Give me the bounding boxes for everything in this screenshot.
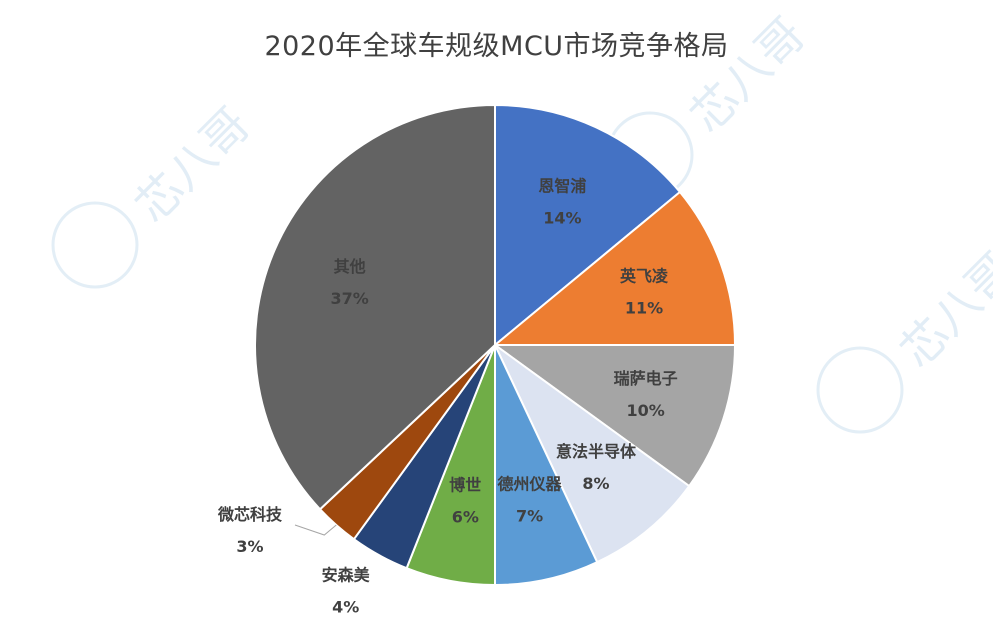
slice-percent-label: 6% bbox=[452, 508, 479, 527]
watermark-logo-icon bbox=[51, 201, 139, 289]
slice-percent-label: 4% bbox=[332, 597, 359, 616]
slice-percent-label: 3% bbox=[236, 537, 263, 556]
pie-slice-0 bbox=[494, 103, 682, 348]
leader-lines bbox=[294, 524, 337, 536]
slice-percent-label: 37% bbox=[330, 289, 368, 308]
slice-labels: 恩智浦 14% 英飞凌 11% 瑞萨电子 10% 意法半导体 8% 德州仪器 7% 博世 6% 安森美 4… bbox=[217, 177, 678, 617]
pie-slice-1 bbox=[492, 190, 737, 346]
pie-slice-8 bbox=[254, 103, 496, 511]
slice-percent-label: 14% bbox=[543, 209, 581, 228]
pie-slices bbox=[254, 103, 737, 587]
leader-line bbox=[294, 524, 337, 536]
slice-name-label: 德州仪器 bbox=[498, 475, 563, 494]
slice-percent-label: 11% bbox=[625, 298, 663, 317]
pie-slice-2 bbox=[491, 344, 737, 488]
slice-percent-label: 8% bbox=[582, 474, 609, 493]
slice-name-label: 微芯科技 bbox=[217, 505, 283, 524]
pie-slice-4 bbox=[494, 344, 599, 587]
slice-name-label: 意法半导体 bbox=[556, 442, 637, 461]
slice-percent-label: 10% bbox=[626, 401, 664, 420]
watermark-text: 芯八哥 bbox=[680, 7, 816, 143]
watermark-text: 芯八哥 bbox=[125, 97, 261, 233]
pie-slice-3 bbox=[494, 344, 691, 564]
slice-name-label: 英飞凌 bbox=[619, 266, 669, 285]
slice-name-label: 安森美 bbox=[322, 565, 371, 584]
slice-name-label: 恩智浦 bbox=[538, 177, 586, 196]
watermark-logo-icon bbox=[816, 346, 904, 434]
slice-percent-label: 7% bbox=[516, 507, 543, 526]
slice-name-label: 博世 bbox=[449, 476, 481, 495]
watermark-text: 芯八哥 bbox=[890, 242, 993, 378]
slice-name-label: 瑞萨电子 bbox=[614, 369, 678, 388]
slice-name-label: 其他 bbox=[334, 257, 366, 276]
chart-title: 2020年全球车规级MCU市场竞争格局 bbox=[264, 31, 729, 62]
